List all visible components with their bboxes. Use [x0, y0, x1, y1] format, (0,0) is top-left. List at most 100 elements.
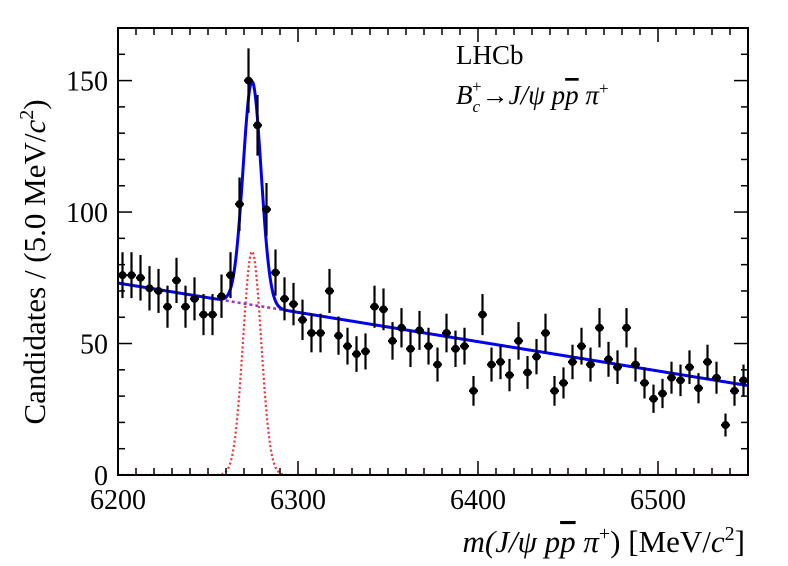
data-marker	[523, 368, 532, 377]
data-marker	[253, 121, 262, 130]
x-tick-label: 6200	[90, 485, 146, 516]
data-point	[442, 313, 451, 353]
data-point	[424, 327, 433, 365]
data-marker	[325, 286, 334, 295]
data-point	[550, 375, 559, 406]
data-point	[460, 327, 469, 365]
data-point	[721, 413, 730, 437]
y-axis-label: Candidates / (5.0 MeV/c2)	[16, 99, 52, 424]
data-point	[613, 350, 622, 385]
data-marker	[505, 371, 514, 380]
data-marker	[532, 352, 541, 361]
data-marker	[604, 355, 613, 364]
data-point	[523, 356, 532, 389]
data-marker	[136, 273, 145, 282]
data-point	[172, 257, 181, 304]
data-marker	[739, 376, 748, 385]
data-points	[118, 48, 748, 437]
data-point	[595, 308, 604, 348]
data-marker	[307, 329, 316, 338]
y-tick-label: 150	[66, 67, 108, 98]
y-tick-label: 100	[66, 198, 108, 229]
data-marker	[469, 386, 478, 395]
data-marker	[595, 323, 604, 332]
data-point	[199, 294, 208, 336]
data-point	[208, 294, 217, 336]
data-point	[298, 299, 307, 341]
x-tick-label: 6400	[450, 485, 506, 516]
data-point	[694, 373, 703, 404]
data-point	[532, 339, 541, 375]
data-marker	[478, 310, 487, 319]
data-marker	[631, 360, 640, 369]
data-point	[604, 341, 613, 377]
data-point	[667, 361, 676, 394]
data-point	[190, 277, 199, 321]
data-point	[505, 358, 514, 392]
data-point	[631, 347, 640, 382]
data-marker	[730, 386, 739, 395]
data-marker	[649, 394, 658, 403]
x-axis-label: m(J/ψ pp π+) [MeV/c2]	[463, 523, 746, 559]
data-point	[478, 294, 487, 336]
data-marker	[577, 342, 586, 351]
data-marker	[199, 310, 208, 319]
data-marker	[235, 200, 244, 209]
data-point	[676, 364, 685, 397]
x-tick-label: 6300	[270, 485, 326, 516]
data-marker	[388, 336, 397, 345]
data-point	[469, 375, 478, 406]
data-point	[316, 313, 325, 353]
data-marker	[154, 286, 163, 295]
data-point	[514, 322, 523, 360]
data-point	[379, 288, 388, 331]
data-marker	[334, 331, 343, 340]
data-point	[163, 285, 172, 328]
data-marker	[658, 389, 667, 398]
data-marker	[550, 386, 559, 395]
data-marker	[298, 315, 307, 324]
total-fit-curve	[118, 79, 748, 388]
data-point	[127, 252, 136, 299]
data-marker	[226, 271, 235, 280]
data-marker	[190, 294, 199, 303]
data-marker	[244, 76, 253, 85]
data-marker	[280, 294, 289, 303]
data-marker	[424, 342, 433, 351]
data-marker	[694, 384, 703, 393]
x-tick-label: 6500	[630, 485, 686, 516]
data-marker	[397, 323, 406, 332]
data-marker	[721, 421, 730, 430]
data-point	[226, 252, 235, 299]
data-point	[154, 268, 163, 313]
data-point	[271, 249, 280, 296]
data-marker	[487, 360, 496, 369]
signal-curve	[118, 249, 748, 475]
data-point	[235, 177, 244, 231]
data-marker	[685, 363, 694, 372]
data-point	[541, 313, 550, 353]
data-marker	[667, 373, 676, 382]
data-point	[136, 255, 145, 301]
data-point	[307, 313, 316, 353]
data-marker	[568, 357, 577, 366]
data-marker	[343, 342, 352, 351]
data-point	[415, 310, 424, 350]
data-point	[685, 350, 694, 385]
data-marker	[559, 378, 568, 387]
data-marker	[172, 276, 181, 285]
data-point	[640, 367, 649, 399]
decay-annotation: Bc+→J/ψ pp π+	[456, 77, 609, 116]
data-point	[361, 333, 370, 370]
data-marker	[208, 310, 217, 319]
data-point	[145, 266, 154, 311]
data-point	[217, 274, 226, 318]
data-marker	[712, 373, 721, 382]
data-point	[352, 336, 361, 372]
axes: 6200 6300 6400 6500 0 50 100 150	[66, 27, 749, 516]
fit-curves	[118, 79, 748, 475]
data-marker	[433, 360, 442, 369]
data-point	[334, 316, 343, 355]
data-marker	[622, 323, 631, 332]
